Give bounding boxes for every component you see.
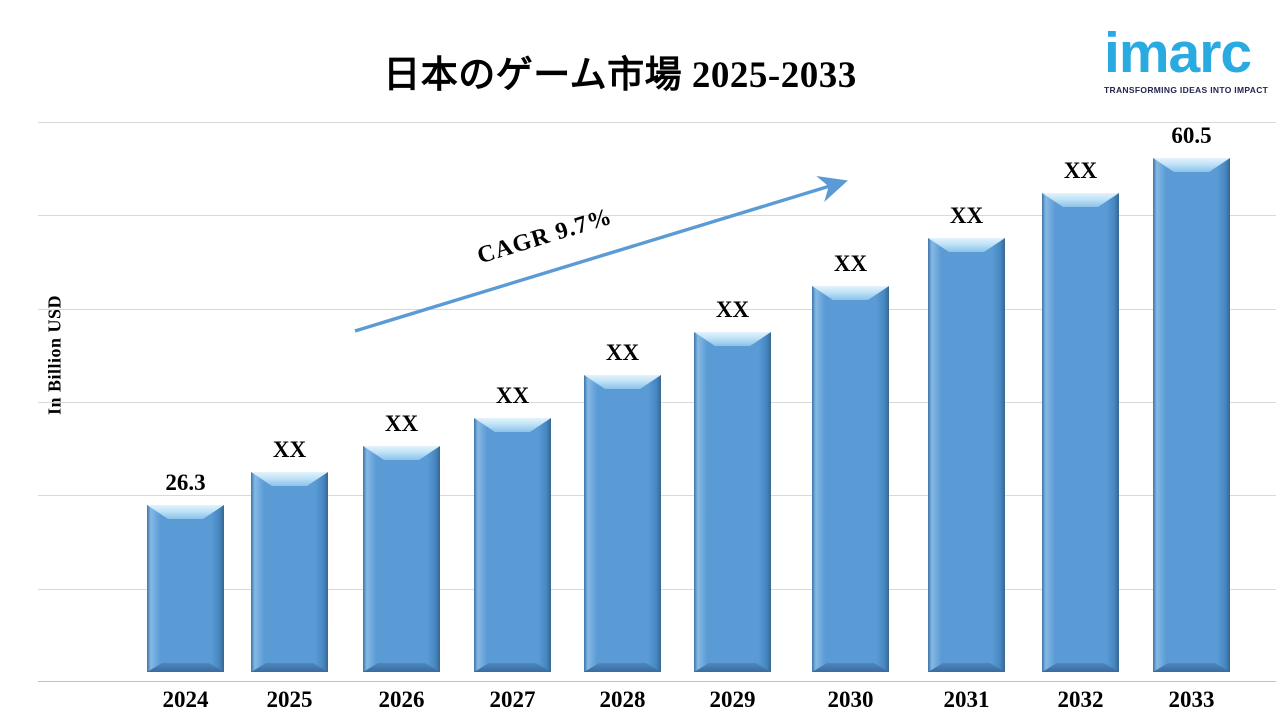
bar-2031: XX 2031 [928, 204, 1005, 711]
x-axis-tick-label-2031: 2031 [943, 687, 990, 712]
chart-title: 日本のゲーム市場 2025-2033 [383, 55, 857, 96]
plot-area: 26.3 2024 XX 2025 XX 2026 XX 2027 XX 2028 XX 2029 XX… [38, 122, 1276, 711]
bar-value-label-2030: XX [833, 251, 868, 276]
bar-2025: XX 2025 [251, 438, 328, 711]
bar-2030: XX 2030 [812, 252, 889, 711]
x-axis-tick-label-2030: 2030 [827, 687, 874, 712]
bar-2032: XX 2032 [1042, 159, 1119, 711]
bar-value-label-2027: XX [495, 383, 530, 408]
x-axis-tick-label-2033: 2033 [1168, 687, 1215, 712]
bar-value-label-2025: XX [272, 437, 307, 462]
bar-2033: 60.5 2033 [1153, 124, 1230, 711]
bar-value-label-2026: XX [384, 411, 419, 436]
bar-value-label-2028: XX [605, 340, 640, 365]
x-axis-tick-label-2032: 2032 [1057, 687, 1104, 712]
gridline [38, 122, 1276, 123]
bar-2028: XX 2028 [584, 341, 661, 711]
x-axis-tick-label-2025: 2025 [266, 687, 313, 712]
imarc-logo-wordmark: imarc [1104, 21, 1252, 85]
bar-2026: XX 2026 [363, 412, 440, 711]
bar-value-label-2031: XX [949, 203, 984, 228]
imarc-logo-tagline: TRANSFORMING IDEAS INTO IMPACT [1104, 85, 1269, 95]
x-axis-tick-label-2029: 2029 [709, 687, 756, 712]
x-axis-tick-label-2024: 2024 [162, 687, 209, 712]
x-axis-tick-label-2026: 2026 [378, 687, 425, 712]
x-axis-line [38, 681, 1276, 682]
bar-2024: 26.3 2024 [147, 471, 224, 711]
bar-value-label-2024: 26.3 [165, 470, 206, 495]
bar-2029: XX 2029 [694, 298, 771, 711]
x-axis-tick-label-2027: 2027 [489, 687, 536, 712]
bar-value-label-2033: 60.5 [1171, 123, 1212, 148]
bar-value-label-2032: XX [1063, 158, 1098, 183]
imarc-logo: imarc TRANSFORMING IDEAS INTO IMPACT [1104, 21, 1269, 95]
bar-2027: XX 2027 [474, 384, 551, 711]
x-axis-tick-label-2028: 2028 [599, 687, 646, 712]
bar-value-label-2029: XX [715, 297, 750, 322]
